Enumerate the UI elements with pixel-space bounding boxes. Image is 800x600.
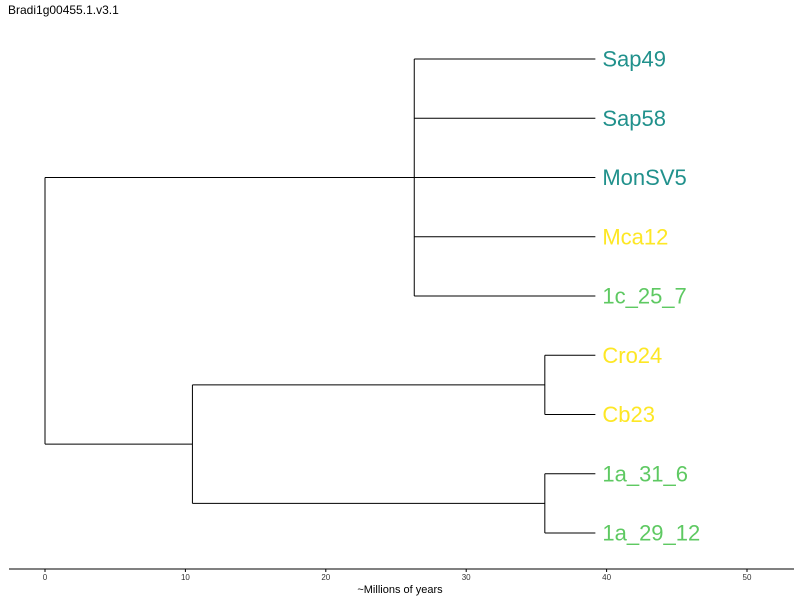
tree-branches <box>44 58 596 534</box>
leaf-label-1c_25_7: 1c_25_7 <box>602 284 686 309</box>
leaf-label-cb23: Cb23 <box>602 402 655 427</box>
axis-tick-label-20: 20 <box>321 573 330 582</box>
leaf-label-cro24: Cro24 <box>602 343 662 368</box>
leaf-label-1a_31_6: 1a_31_6 <box>602 461 688 486</box>
axis-tick-label-10: 10 <box>181 573 190 582</box>
leaf-label-1a_29_12: 1a_29_12 <box>602 521 700 546</box>
gene-title: Bradi1g00455.1.v3.1 <box>8 3 119 17</box>
axis-ticks: 0 10 20 30 40 50 <box>43 569 752 582</box>
axis-tick-label-40: 40 <box>602 573 611 582</box>
leaf-label-sap58: Sap58 <box>602 106 666 131</box>
axis-tick-label-0: 0 <box>43 573 48 582</box>
axis-tick-label-30: 30 <box>462 573 471 582</box>
axis-tick-label-50: 50 <box>743 573 752 582</box>
tree-leaves: Sap49 Sap58 MonSV5 Mca12 1c_25_7 Cro24 Cb23 1a_… <box>602 47 700 546</box>
leaf-label-monsv5: MonSV5 <box>602 165 686 190</box>
axis-label: ~Millions of years <box>357 584 443 596</box>
leaf-label-mca12: Mca12 <box>602 224 668 249</box>
leaf-label-sap49: Sap49 <box>602 47 666 72</box>
time-axis: 0 10 20 30 40 50 ~Millions of years <box>9 568 794 596</box>
